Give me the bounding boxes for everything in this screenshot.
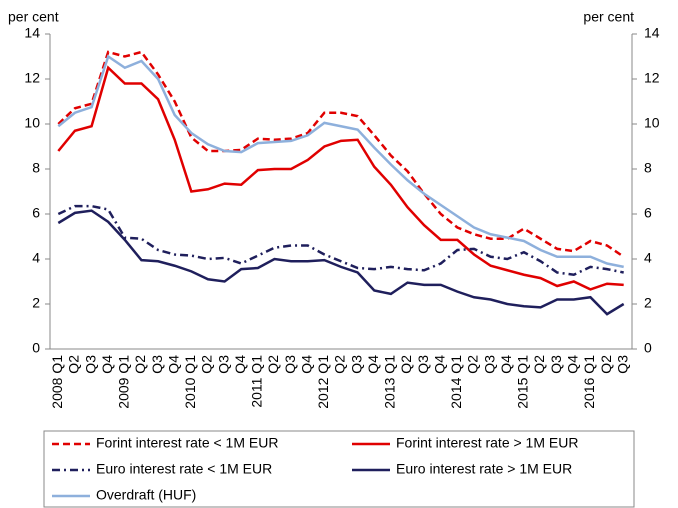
legend-box bbox=[43, 430, 635, 508]
x-tick-label: Q2 bbox=[132, 355, 148, 374]
x-tick-label: Q3 bbox=[215, 355, 231, 374]
x-tick-label: 2010 Q1 bbox=[182, 355, 198, 409]
x-tick-label: Q2 bbox=[332, 355, 348, 374]
y-tick-label: 2 bbox=[32, 295, 40, 311]
x-tick-label: 2014 Q1 bbox=[448, 355, 464, 409]
x-tick-label: Q3 bbox=[149, 355, 165, 374]
x-tick-label: 2013 Q1 bbox=[382, 355, 398, 409]
x-tick-label: Q3 bbox=[415, 355, 431, 374]
y2-tick-label: 4 bbox=[644, 250, 652, 266]
y2-tick-label: 14 bbox=[644, 25, 660, 41]
x-tick-label: Q2 bbox=[531, 355, 547, 374]
series-line bbox=[57, 54, 624, 269]
x-tick-label: Q2 bbox=[598, 355, 614, 374]
legend-label: Euro interest rate < 1M EUR bbox=[96, 461, 272, 477]
y-tick-label: 8 bbox=[32, 160, 40, 176]
x-tick-label: 2012 Q1 bbox=[315, 355, 331, 409]
y-tick-label: 6 bbox=[32, 205, 40, 221]
legend-label: Forint interest rate > 1M EUR bbox=[396, 435, 578, 451]
x-tick-label: 2008 Q1 bbox=[49, 355, 65, 409]
x-tick-label: Q4 bbox=[99, 355, 115, 374]
series-line bbox=[57, 209, 625, 316]
x-tick-label: Q2 bbox=[199, 355, 215, 374]
y2-tick-label: 10 bbox=[644, 115, 660, 131]
x-tick-label: Q4 bbox=[498, 355, 514, 374]
y2-tick-label: 8 bbox=[644, 160, 652, 176]
x-tick-label: Q2 bbox=[398, 355, 414, 374]
legend-label: Forint interest rate < 1M EUR bbox=[96, 435, 278, 451]
x-tick-label: Q2 bbox=[66, 355, 82, 374]
y-tick-label: 10 bbox=[24, 115, 40, 131]
legend-label: Overdraft (HUF) bbox=[96, 487, 196, 503]
x-tick-label: Q3 bbox=[282, 355, 298, 374]
x-tick-label: Q3 bbox=[348, 355, 364, 374]
series-line bbox=[57, 65, 624, 291]
x-tick-label: 2011 Q1 bbox=[249, 355, 265, 408]
x-tick-label: 2009 Q1 bbox=[116, 355, 132, 409]
y2-tick-label: 12 bbox=[644, 70, 660, 86]
y2-tick-label: 0 bbox=[644, 340, 652, 356]
x-tick-label: Q4 bbox=[232, 355, 248, 374]
x-tick-label: Q4 bbox=[431, 355, 447, 374]
x-tick-label: Q3 bbox=[548, 355, 564, 374]
y2-tick-label: 6 bbox=[644, 205, 652, 221]
y-tick-label: 14 bbox=[24, 25, 40, 41]
x-tick-label: Q4 bbox=[565, 355, 581, 374]
x-tick-label: Q3 bbox=[481, 355, 497, 374]
series-line bbox=[57, 50, 625, 258]
y2-tick-label: 2 bbox=[644, 295, 652, 311]
x-tick-label: 2016 Q1 bbox=[581, 355, 597, 409]
x-tick-label: Q2 bbox=[465, 355, 481, 374]
x-tick-label: Q3 bbox=[614, 355, 630, 374]
y-axis-label: per cent bbox=[8, 9, 59, 25]
y-tick-label: 12 bbox=[24, 70, 40, 86]
y-tick-label: 0 bbox=[32, 340, 40, 356]
x-tick-label: Q4 bbox=[365, 355, 381, 374]
x-tick-label: Q4 bbox=[165, 355, 181, 374]
series-line bbox=[57, 204, 624, 277]
legend-label: Euro interest rate > 1M EUR bbox=[396, 461, 572, 477]
x-tick-label: Q4 bbox=[298, 355, 314, 374]
x-tick-label: Q3 bbox=[82, 355, 98, 374]
x-tick-label: Q2 bbox=[265, 355, 281, 374]
x-tick-label: 2015 Q1 bbox=[515, 355, 531, 409]
y-tick-label: 4 bbox=[32, 250, 40, 266]
y2-axis-label: per cent bbox=[583, 9, 634, 25]
